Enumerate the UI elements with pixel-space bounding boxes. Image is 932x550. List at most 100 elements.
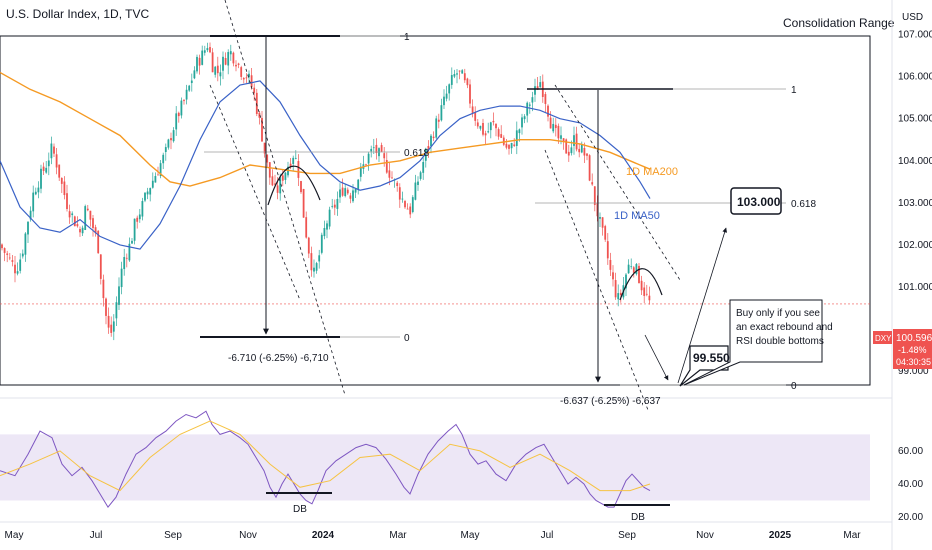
time-tick-label: Jul [90,530,103,541]
candle-body [458,70,461,72]
candle-body [570,147,573,154]
candle-body [227,52,230,66]
candle-body [443,96,445,106]
candle-body [534,86,536,95]
candle-body [578,148,581,153]
candle-body [352,190,354,202]
fib-right-one: 1 [791,85,797,96]
candle-body [198,57,201,66]
candle-body [513,144,516,146]
fib-right-zero: 0 [791,381,797,392]
candle-body [84,206,87,231]
candle-body [94,227,97,234]
candle-body [53,146,55,154]
candle-body [445,93,448,99]
candle-body [136,217,139,222]
candle-body [630,266,633,268]
candle-body [297,161,300,178]
candle-body [508,144,510,149]
time-tick-label: Nov [696,530,714,541]
candle-body [115,302,118,319]
candle-body [437,119,440,122]
candle-body [523,116,526,120]
candle-body [448,84,451,94]
candle-body [89,210,92,220]
candle-body [580,144,583,153]
candle-body [372,147,375,149]
channel-left-lower [209,84,301,301]
consolidation-range-box [0,35,871,386]
candle-body [92,218,94,229]
candle-body [469,84,471,104]
target-low-callout: 99.550 [679,345,730,387]
rsi-tick-label: 20.00 [898,512,923,523]
candle-body [222,56,224,71]
time-tick-label: May [5,530,24,541]
candle-body [544,94,547,104]
price-tick-label: 101.000 [898,282,932,293]
candle-body [427,145,430,149]
candle-body [164,147,167,152]
candle-body [73,216,76,227]
candle-body [466,78,469,86]
candle-body [479,125,482,129]
ma200-line [0,71,651,187]
candle-body [133,218,136,241]
candle-body [349,195,352,199]
candle-body [565,139,568,154]
candle-body [346,189,349,194]
candle-body [307,237,310,254]
candle-body [146,191,149,195]
candle-body [188,85,191,91]
candle-body [383,153,386,159]
candle-body [424,148,427,161]
candle-body [120,268,123,288]
candle-body [539,82,542,88]
last-change-value: -1.48% [898,345,927,355]
candle-body [144,192,146,201]
candle-body [190,80,193,84]
candle-body [549,117,552,129]
candle-body [3,248,6,253]
candle-body [617,293,620,300]
candle-body [250,75,253,88]
candle-body [591,182,594,185]
last-price-value: 100.596 [896,333,932,344]
candle-body [102,279,105,299]
time-tick-label: Nov [239,530,257,541]
candle-body [567,151,570,156]
candle-body [588,155,591,181]
candle-body [177,112,180,117]
rsi-ma-line [0,420,651,492]
time-tick-label: Mar [843,530,861,541]
candle-body [183,100,185,102]
candle-body [11,260,14,262]
candle-body [643,287,646,296]
candle-body [159,163,162,177]
candle-body [606,241,609,259]
candle-body [253,87,256,93]
price-axis-ticks: 107.000 106.000 105.000 104.000 103.000 102.0… [898,30,932,377]
candle-body [406,208,409,210]
candle-body [8,257,11,259]
candle-body [536,86,539,90]
candle-body [604,226,607,240]
target-high-label: 103.000 [737,195,781,209]
candle-body [50,143,53,159]
candle-body [401,198,404,200]
time-tick-label: May [461,530,480,541]
target-high-callout: 103.000 [730,187,782,215]
candle-body [47,160,50,167]
candle-body [154,176,157,183]
channel-right-upper [554,84,681,281]
candle-body [42,166,45,171]
candle-body [310,253,313,271]
candle-body [27,221,29,235]
candle-body [237,63,240,65]
candle-body [175,113,178,130]
candle-body [492,120,495,123]
candle-body [105,298,107,316]
candle-body [552,123,555,132]
candle-body [614,280,617,298]
